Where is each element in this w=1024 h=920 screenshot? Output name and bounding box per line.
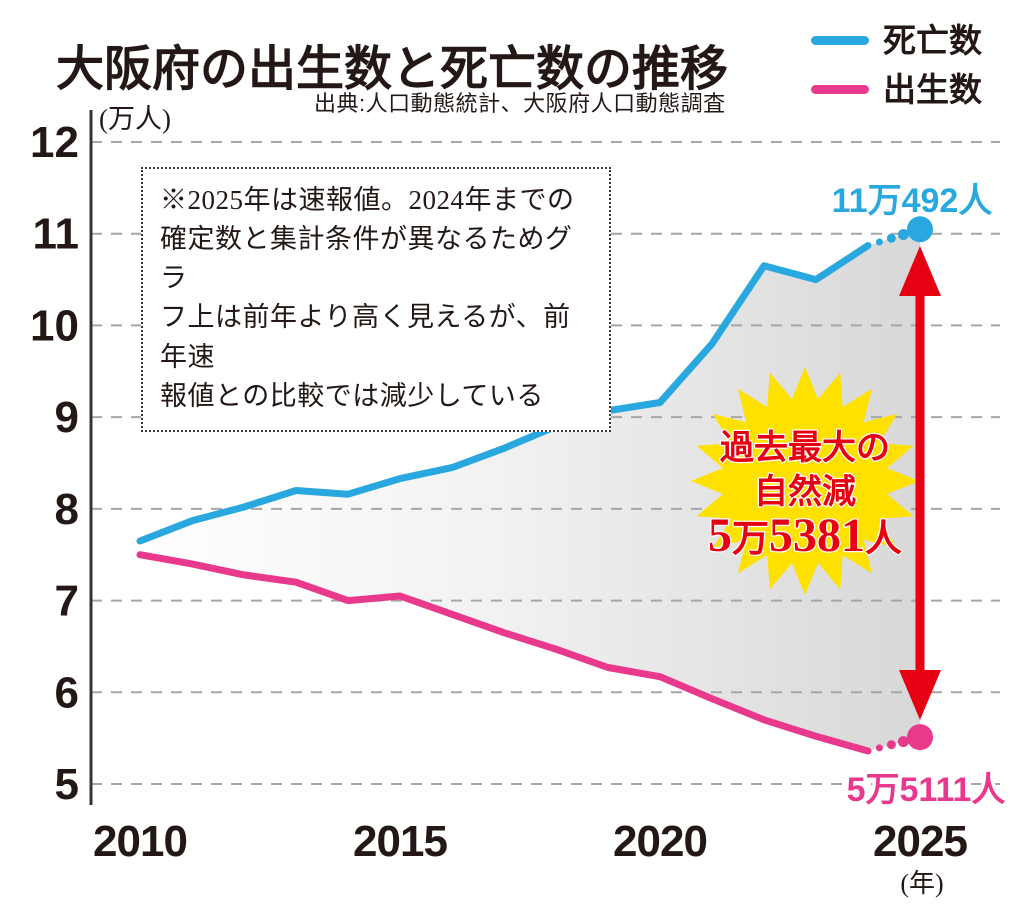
x-tick-label: 2015 — [353, 817, 447, 866]
legend-item-births: 出生数 — [811, 73, 982, 106]
dotted-projection-dot — [886, 233, 896, 243]
natural-decrease-arrow — [899, 246, 941, 720]
page-title: 大阪府の出生数と死亡数の推移 — [56, 43, 729, 97]
dotted-projection-dot — [897, 229, 909, 240]
deaths-line — [136, 242, 872, 545]
y-tick-label: 11 — [32, 210, 79, 259]
source-note: 出典:人口動態統計、大阪府人口動態調査 — [314, 91, 726, 116]
starburst-shape — [691, 367, 919, 595]
x-tick-label: 2020 — [613, 817, 707, 866]
births-endpoint-label: 5万5111人 — [847, 771, 1006, 809]
dotted-projection-dot — [886, 740, 896, 750]
y-tick-label: 12 — [30, 118, 79, 167]
dotted-projection-dot — [897, 736, 909, 748]
dotted-projection-dot — [875, 744, 883, 752]
starburst-text-line: 過去最大の — [720, 429, 890, 467]
x-tick-label: 2025 — [873, 817, 967, 866]
births-line — [136, 551, 872, 755]
x-axis-labels: 2010 2015 2020 2025 (年) — [93, 817, 968, 898]
births-2025-dot — [907, 724, 933, 751]
x-axis-unit: (年) — [900, 869, 943, 898]
legend-label-births: 出生数 — [883, 71, 982, 108]
note-box: ※2025年は速報値。2024年までの 確定数と集計条件が異なるためグラ フ上は… — [141, 167, 611, 432]
deaths-line-swatch — [811, 36, 869, 45]
births-line-swatch — [811, 85, 869, 94]
deaths-endpoint-label: 11万492人 — [832, 182, 993, 220]
y-tick-label: 6 — [55, 668, 79, 717]
legend: 死亡数 出生数 — [811, 24, 982, 106]
deaths-2025-dot — [907, 216, 933, 243]
x-tick-label: 2010 — [93, 817, 187, 866]
y-tick-label: 8 — [55, 485, 79, 534]
dotted-projection-dot — [875, 238, 883, 246]
y-tick-label: 5 — [55, 760, 79, 809]
starburst-text-line: 5万5381人 — [708, 509, 902, 562]
starburst-text-line: 自然減 — [754, 472, 856, 511]
y-axis-unit: (万人) — [99, 104, 171, 134]
area-between-curves — [140, 229, 920, 751]
legend-item-deaths: 死亡数 — [811, 24, 982, 57]
y-tick-label: 9 — [55, 393, 79, 442]
y-tick-label: 7 — [55, 577, 79, 626]
y-axis-labels: 12 11 10 9 8 7 6 5 — [30, 118, 79, 809]
legend-label-deaths: 死亡数 — [883, 22, 982, 59]
y-tick-label: 10 — [30, 301, 79, 350]
